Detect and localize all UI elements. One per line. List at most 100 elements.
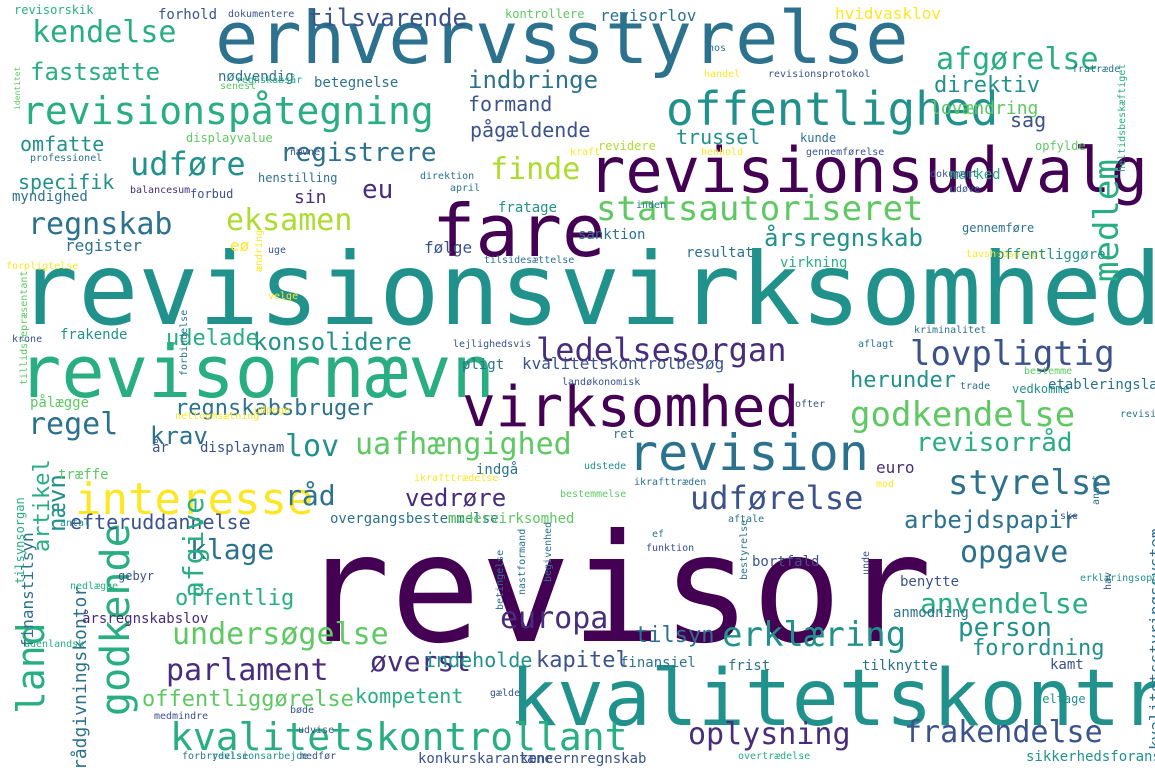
word-paalaegge: pålægge xyxy=(30,395,90,411)
word-overtraedelse: overtrædelse xyxy=(738,751,811,762)
word-eu: eu xyxy=(362,175,394,205)
word-udenlandsk: udenlandsk xyxy=(24,639,85,650)
word-traeffe: træffe xyxy=(58,467,109,483)
word-krone: krone xyxy=(12,334,43,345)
word-paagaeldende: pågældende xyxy=(470,118,591,142)
word-handel: handel xyxy=(704,69,741,80)
word-ofter: ofter xyxy=(795,399,826,410)
word-offentliggoere: offentliggøre xyxy=(996,247,1106,263)
word-landoekonomisk: landøkonomisk xyxy=(562,377,641,388)
word-henhold: henhold xyxy=(701,147,744,158)
word-aarsregnskab: årsregnskab xyxy=(764,224,923,252)
word-virkning: virkning xyxy=(780,255,848,271)
word-finansiel: finansiel xyxy=(620,655,696,671)
word-interesse: interesse xyxy=(75,474,314,525)
word-lovaendring: lovændring xyxy=(930,98,1039,119)
word-fratraede: fratræde xyxy=(1072,64,1121,75)
word-arbejdspapir: arbejdspapir xyxy=(904,506,1078,534)
word-revisionsopgave: revisionsopgave xyxy=(1120,409,1155,420)
word-forordning: forordning xyxy=(972,636,1105,661)
word-heltidsbeskaeftiget: heltidsbeskæftiget xyxy=(1117,63,1128,172)
word-tilsynsorgan: tilsynsorgan xyxy=(13,497,27,584)
word-sanktion: sanktion xyxy=(578,227,646,243)
word-indbringe: indbringe xyxy=(468,66,599,94)
word-deltage: deltage xyxy=(1035,692,1086,706)
word-forbindelse: forbindelse xyxy=(179,309,190,376)
word-oeverst: øverst xyxy=(370,645,472,678)
word-offentlig: offentlig xyxy=(175,586,295,611)
word-udfoere: udføre xyxy=(130,145,246,183)
word-kapitel: kapitel xyxy=(536,648,629,673)
word-ret: ret xyxy=(613,427,635,441)
word-afgive: afgive xyxy=(177,496,210,598)
word-person: person xyxy=(958,613,1052,643)
word-bestemmelse: bestemmelse xyxy=(560,489,627,500)
word-regel: regel xyxy=(28,407,119,442)
word-regnskab: regnskab xyxy=(28,207,173,242)
word-anmodning: anmodning xyxy=(893,605,969,621)
word-undersoegelse: undersøgelse xyxy=(172,617,389,652)
word-noedvendig: nødvendig xyxy=(218,69,294,85)
word-naevne: nævne xyxy=(290,147,321,158)
word-herunder: herunder xyxy=(850,368,956,393)
word-tilknytte: tilknytte xyxy=(862,658,938,674)
word-kamt: kamt xyxy=(1050,657,1084,673)
word-erhvervsstyrelse: erhvervsstyrelse xyxy=(215,0,909,80)
word-fare: fare xyxy=(432,189,606,273)
word-resultat: resultat xyxy=(686,245,754,261)
word-raad: råd xyxy=(285,479,336,512)
word-finde: finde xyxy=(490,152,581,187)
word-ledelsesorgan: ledelsesorgan xyxy=(536,331,787,369)
word-afgoerelse: afgørelse xyxy=(936,42,1099,77)
word-begivenhed: begivenhed xyxy=(543,521,554,582)
word-udfoerelse: udførelse xyxy=(690,479,864,517)
word-gennemfoere: gennemføre xyxy=(962,221,1035,235)
word-kraft: kraft xyxy=(570,147,601,158)
word-direktion: direktion xyxy=(420,171,475,182)
word-etableringsland: etableringsland xyxy=(1048,377,1155,393)
word-sag: sag xyxy=(1010,108,1047,132)
word-erklaeringsopgave: erklæringsopgave xyxy=(1080,573,1155,584)
word-hvidvasklov: hvidvasklov xyxy=(835,4,941,23)
word-bortfald: bortfald xyxy=(752,554,820,570)
word-gebyr: gebyr xyxy=(118,569,155,583)
word-hav: hav xyxy=(1103,571,1114,590)
word-dokument: dokument xyxy=(930,169,979,180)
word-aflagt: aflagt xyxy=(858,339,895,350)
word-unde: unde xyxy=(861,550,872,575)
word-funktion: funktion xyxy=(646,543,695,554)
word-formand: formand xyxy=(468,92,553,116)
word-medlem: medlem xyxy=(1087,159,1127,282)
word-indeholde: indeholde xyxy=(424,648,533,672)
word-trade: trade xyxy=(960,381,991,392)
word-trussel: trussel xyxy=(676,125,761,149)
word-betingelse: betingelse xyxy=(495,549,506,610)
word-eksamen: eksamen xyxy=(226,203,353,238)
word-overgangsbestemmelse: overgangsbestemmelse xyxy=(330,511,499,527)
word-foelge: følge xyxy=(424,238,473,257)
word-forpligtelse: forpligtelse xyxy=(6,261,79,272)
word-direktiv: direktiv xyxy=(934,73,1040,98)
word-statsautoriseret: statsautoriseret xyxy=(596,189,924,229)
word-revisionsprotokol: revisionsprotokol xyxy=(768,69,871,80)
word-regnskabsbruger: regnskabsbruger xyxy=(175,396,374,421)
word-fastsaette: fastsætte xyxy=(30,58,161,86)
word-ikrafttraeden: ikrafttræden xyxy=(634,477,707,488)
word-indgaa: indgå xyxy=(476,462,519,478)
word-pligt: pligt xyxy=(462,357,505,373)
word-bestemme: bestemme xyxy=(1024,366,1073,377)
word-ansat: ansat xyxy=(1091,474,1102,505)
word-revisionsvirksomhed: revisionsvirksomhed xyxy=(18,231,1155,348)
word-kompetent: kompetent xyxy=(355,684,464,708)
word-eoe: eø xyxy=(230,236,250,255)
word-sikkerhedsforanstaltning: sikkerhedsforanstaltning xyxy=(1026,749,1155,765)
word-bestyrelse: bestyrelse xyxy=(739,519,750,580)
word-identitet: identitet xyxy=(13,66,22,110)
word-efteruddannelse: efteruddannelse xyxy=(70,510,251,534)
word-udoeve: udøve xyxy=(950,184,981,195)
word-krav: krav xyxy=(150,422,208,450)
word-parlament: parlament xyxy=(166,653,329,688)
word-fratage: fratage xyxy=(498,200,558,216)
word-boede: bøde xyxy=(290,705,315,716)
word-revisionsudvalg: revisionsudvalg xyxy=(588,134,1148,207)
